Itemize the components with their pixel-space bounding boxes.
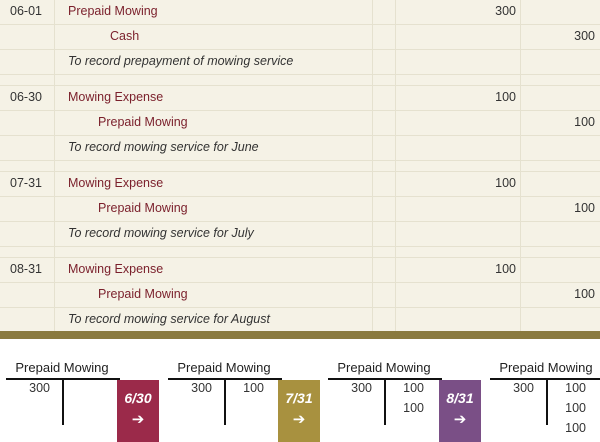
credit-account: Prepaid Mowing [98, 115, 188, 129]
debit-amount: 100 [495, 262, 516, 276]
journal-row: 06-30 Mowing Expense 100 [0, 85, 600, 111]
credit-account: Prepaid Mowing [98, 201, 188, 215]
journal-row: Prepaid Mowing 100 [0, 110, 600, 136]
debit-balance: 300 [191, 381, 212, 395]
debit-account: Mowing Expense [68, 176, 164, 190]
entry-date: 06-30 [10, 90, 42, 104]
debit-amount: 100 [495, 176, 516, 190]
credit-balance: 100 [403, 381, 424, 395]
debit-balance: 300 [351, 381, 372, 395]
journal-spacer-row [0, 74, 600, 86]
t-account-title: Prepaid Mowing [337, 360, 431, 375]
debit-account: Mowing Expense [68, 90, 164, 104]
badge-date: 6/30 [124, 390, 152, 406]
arrow-right-icon: ➔ [453, 411, 467, 428]
t-account-center-line [546, 378, 548, 425]
t-account: Prepaid Mowing 300 100 [168, 339, 284, 440]
t-account: Prepaid Mowing 300 100 100 [328, 339, 444, 440]
t-account-center-line [62, 378, 64, 425]
t-account-title: Prepaid Mowing [177, 360, 271, 375]
t-accounts-section: Prepaid Mowing 300 Prepaid Mowing 300 100 Pre… [0, 339, 600, 442]
journal-row: To record prepayment of mowing service [0, 49, 600, 75]
date-badge: 6/30 ➔ [117, 380, 159, 442]
debit-balance: 300 [513, 381, 534, 395]
debit-amount: 100 [495, 90, 516, 104]
t-account-top-line [490, 378, 600, 380]
credit-amount: 100 [574, 287, 595, 301]
t-account-title: Prepaid Mowing [499, 360, 593, 375]
t-account: Prepaid Mowing 300 [6, 339, 122, 440]
journal-row: 07-31 Mowing Expense 100 [0, 171, 600, 197]
entry-memo: To record mowing service for June [68, 140, 259, 154]
debit-balance: 300 [29, 381, 50, 395]
credit-balance: 100 [565, 381, 586, 395]
badge-date: 8/31 [446, 390, 474, 406]
t-account: Prepaid Mowing 300 100 100 100 [490, 339, 600, 440]
credit-balance: 100 [565, 421, 586, 435]
journal-row: Prepaid Mowing 100 [0, 282, 600, 308]
debit-account: Prepaid Mowing [68, 4, 158, 18]
badge-date: 7/31 [285, 390, 313, 406]
journal-row: 06-01 Prepaid Mowing 300 [0, 0, 600, 25]
date-badge: 8/31 ➔ [439, 380, 481, 442]
credit-balance: 100 [565, 401, 586, 415]
debit-account: Mowing Expense [68, 262, 164, 276]
journal-row: Prepaid Mowing 100 [0, 196, 600, 222]
debit-amount: 300 [495, 4, 516, 18]
column-divider [372, 0, 373, 331]
entry-memo: To record mowing service for July [68, 226, 254, 240]
entry-date: 08-31 [10, 262, 42, 276]
entry-date: 07-31 [10, 176, 42, 190]
t-account-center-line [384, 378, 386, 425]
journal-row: To record mowing service for August [0, 307, 600, 331]
credit-account: Prepaid Mowing [98, 287, 188, 301]
journal-row: 08-31 Mowing Expense 100 [0, 257, 600, 283]
date-badge: 7/31 ➔ [278, 380, 320, 442]
credit-amount: 100 [574, 115, 595, 129]
journal-spacer-row [0, 246, 600, 258]
credit-amount: 100 [574, 201, 595, 215]
entry-memo: To record prepayment of mowing service [68, 54, 294, 68]
t-account-title: Prepaid Mowing [15, 360, 109, 375]
credit-account: Cash [110, 29, 140, 43]
arrow-right-icon: ➔ [292, 411, 306, 428]
journal-table: 06-01 Prepaid Mowing 300 Cash 300 To record p… [0, 0, 600, 331]
journal-row: To record mowing service for June [0, 135, 600, 161]
arrow-right-icon: ➔ [131, 411, 145, 428]
journal-spacer-row [0, 160, 600, 172]
credit-balance: 100 [403, 401, 424, 415]
credit-amount: 300 [574, 29, 595, 43]
journal-row: To record mowing service for July [0, 221, 600, 247]
section-divider-bar [0, 331, 600, 339]
column-divider [520, 0, 521, 331]
t-account-center-line [224, 378, 226, 425]
entry-date: 06-01 [10, 4, 42, 18]
credit-balance: 100 [243, 381, 264, 395]
journal-row: Cash 300 [0, 24, 600, 50]
column-divider [395, 0, 396, 331]
column-divider [54, 0, 55, 331]
entry-memo: To record mowing service for August [68, 312, 270, 326]
